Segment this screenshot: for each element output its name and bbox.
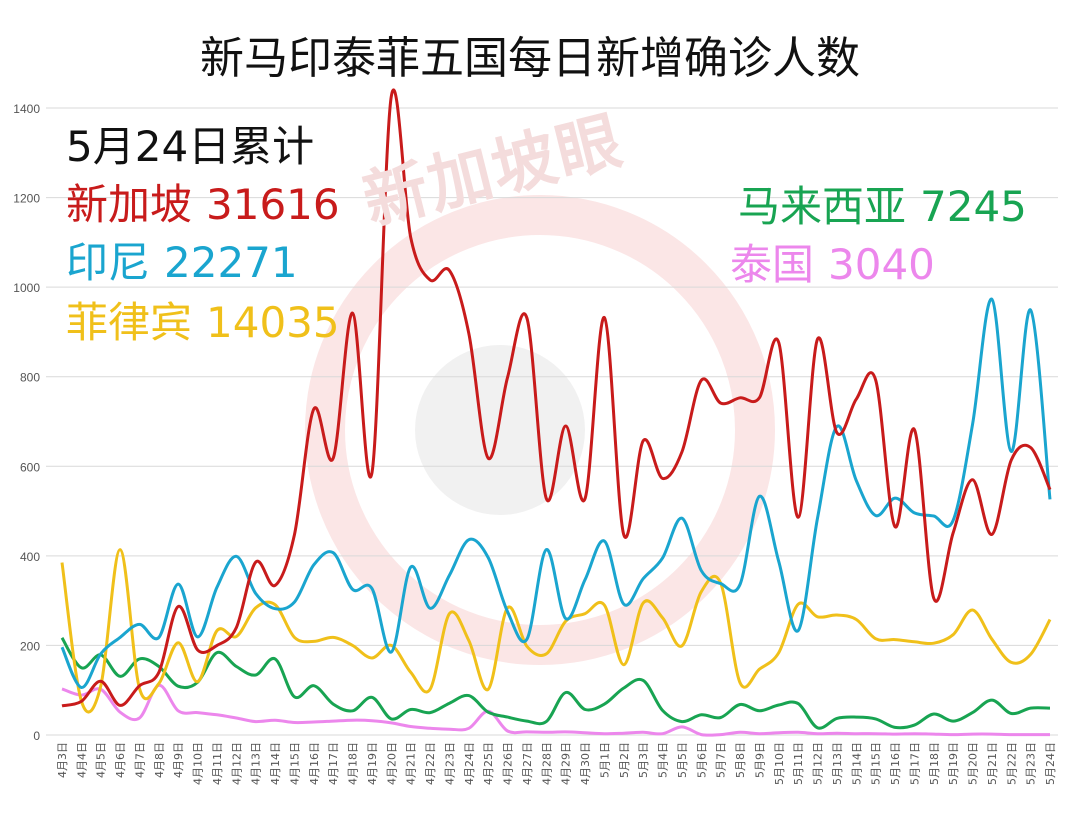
annotation-malaysia: 马来西亚 7245	[738, 186, 1027, 228]
x-tick-label: 5月15日	[870, 742, 883, 785]
annotation-philippines-label: 菲律宾	[66, 298, 193, 347]
x-tick-label: 4月12日	[230, 742, 243, 785]
annotation-singapore-value: 31616	[206, 180, 340, 229]
annotation-malaysia-label: 马来西亚	[738, 182, 907, 231]
annotation-thailand-value: 3040	[828, 240, 935, 289]
y-tick-labels: 0 200 400 600 800 1000 1200 1400	[13, 102, 40, 743]
y-tick-label: 200	[20, 639, 40, 653]
y-tick-label: 1400	[13, 102, 40, 116]
x-tick-label: 5月7日	[715, 742, 728, 778]
x-tick-label: 4月13日	[250, 742, 263, 785]
y-tick-label: 1200	[13, 192, 40, 206]
x-tick-labels: 4月3日 4月4日 4月5日 4月6日 4月7日 4月8日 4月9日 4月10日 4月11日 4月…	[56, 742, 1057, 785]
annotation-philippines-value: 14035	[206, 298, 340, 347]
y-tick-label: 0	[33, 729, 40, 743]
x-tick-label: 5月17日	[908, 742, 921, 785]
x-tick-label: 5月18日	[928, 742, 941, 785]
x-tick-label: 4月9日	[172, 742, 185, 778]
x-tick-label: 4月23日	[443, 742, 456, 785]
chart-title: 新马印泰菲五国每日新增确诊人数	[200, 33, 860, 84]
x-tick-label: 5月16日	[889, 742, 902, 785]
x-tick-label: 4月6日	[114, 742, 127, 778]
x-tick-label: 4月8日	[153, 742, 166, 778]
x-tick-label: 5月19日	[947, 742, 960, 785]
x-tick-label: 5月5日	[676, 742, 689, 778]
annotation-heading: 5月24日累计	[66, 122, 315, 171]
x-tick-label: 4月25日	[482, 742, 495, 785]
x-tick-label: 4月3日	[56, 742, 69, 778]
x-tick-label: 5月6日	[695, 742, 708, 778]
x-tick-label: 5月8日	[734, 742, 747, 778]
x-tick-label: 4月15日	[288, 742, 301, 785]
x-tick-label: 4月26日	[502, 742, 515, 785]
x-tick-label: 4月28日	[540, 742, 553, 785]
x-tick-label: 5月11日	[792, 742, 805, 785]
annotation-singapore-label: 新加坡	[66, 180, 193, 229]
x-tick-label: 4月11日	[211, 742, 224, 785]
y-tick-label: 1000	[13, 281, 40, 295]
x-tick-label: 5月14日	[850, 742, 863, 785]
x-tick-label: 4月4日	[75, 742, 88, 778]
y-tick-label: 600	[20, 460, 40, 474]
x-tick-label: 5月2日	[618, 742, 631, 778]
x-tick-label: 4月19日	[366, 742, 379, 785]
x-tick-label: 5月22日	[1005, 742, 1018, 785]
x-tick-label: 5月4日	[657, 742, 670, 778]
x-tick-label: 4月29日	[560, 742, 573, 785]
x-tick-label: 5月24日	[1044, 742, 1057, 785]
x-tick-label: 5月21日	[986, 742, 999, 785]
annotation-indonesia-label: 印尼	[66, 238, 151, 287]
x-tick-label: 4月22日	[424, 742, 437, 785]
x-tick-label: 4月18日	[347, 742, 360, 785]
x-tick-label: 4月21日	[405, 742, 418, 785]
x-tick-label: 4月5日	[95, 742, 108, 778]
annotation-thailand-label: 泰国	[730, 240, 815, 289]
series-line-thailand	[61, 683, 1050, 737]
annotation-philippines: 菲律宾 14035	[66, 302, 340, 344]
x-tick-label: 5月20日	[967, 742, 980, 785]
x-tick-label: 4月17日	[327, 742, 340, 785]
x-tick-label: 4月14日	[269, 742, 282, 785]
x-tick-label: 5月9日	[753, 742, 766, 778]
x-tick-label: 5月12日	[812, 742, 825, 785]
series-line-malaysia	[60, 636, 1051, 730]
y-tick-label: 400	[20, 550, 40, 564]
x-tick-label: 5月3日	[637, 742, 650, 778]
series-lines	[60, 88, 1052, 737]
x-tick-label: 4月20日	[385, 742, 398, 785]
x-tick-label: 4月30日	[579, 742, 592, 785]
x-tick-label: 4月10日	[192, 742, 205, 785]
series-line-singapore	[61, 88, 1052, 708]
annotation-thailand: 泰国 3040	[730, 244, 935, 286]
x-tick-label: 5月23日	[1025, 742, 1038, 785]
series-line-philippines	[60, 548, 1052, 714]
annotation-malaysia-value: 7245	[920, 182, 1027, 231]
annotation-indonesia: 印尼 22271	[66, 242, 298, 284]
x-tick-label: 5月10日	[773, 742, 786, 785]
annotation-singapore: 新加坡 31616	[66, 184, 340, 226]
series-line-indonesia	[60, 297, 1052, 689]
y-tick-label: 800	[20, 371, 40, 385]
x-tick-label: 4月7日	[133, 742, 146, 778]
annotation-indonesia-value: 22271	[164, 238, 298, 287]
x-tick-label: 5月13日	[831, 742, 844, 785]
x-tick-label: 5月1日	[598, 742, 611, 778]
x-tick-label: 4月24日	[463, 742, 476, 785]
x-tick-label: 4月16日	[308, 742, 321, 785]
x-tick-label: 4月27日	[521, 742, 534, 785]
